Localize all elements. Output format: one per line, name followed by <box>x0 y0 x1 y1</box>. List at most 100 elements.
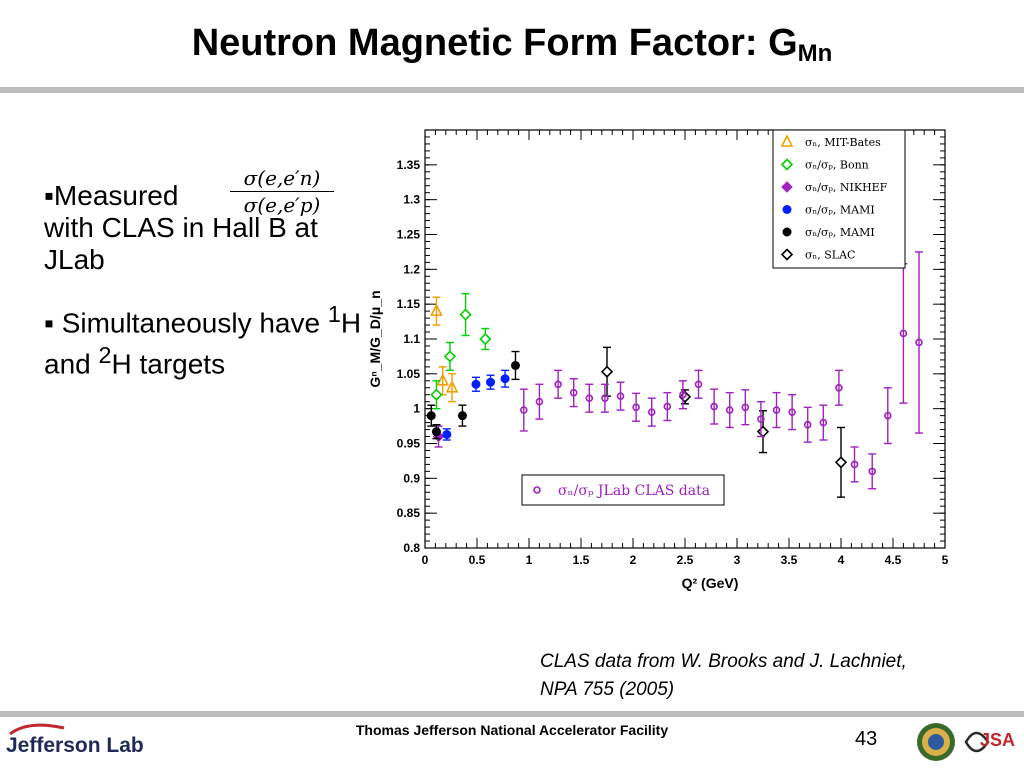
clas-legend-box <box>521 474 725 506</box>
data-point <box>442 429 452 439</box>
data-point <box>445 379 459 393</box>
x-axis-label: Q² (GeV) <box>682 575 739 591</box>
legend-marker <box>781 181 793 193</box>
bullet-measured: ▪Measured with CLAS in Hall B at JLab <box>44 180 318 275</box>
cross-section-ratio: σ(e,e′n) σ(e,e′p) <box>230 166 334 217</box>
data-point <box>834 456 848 469</box>
slide-title: Neutron Magnetic Form Factor: GMn <box>191 22 833 67</box>
data-point <box>430 388 443 401</box>
data-point <box>725 406 734 414</box>
data-point <box>426 411 436 421</box>
data-point <box>585 394 594 403</box>
legend-entry: σₙ/σₚ, Bonn <box>805 159 869 172</box>
data-point <box>471 379 481 389</box>
doe-seal-icon <box>917 723 955 761</box>
data-point <box>436 373 449 386</box>
gmn-chart: 0 0.5 1 1.5 2 2.5 3 3.5 4 4.5 5 0.8 0.85 0.9 0.95 1 1.05… <box>367 129 949 591</box>
x-tick-label: 1.5 <box>573 553 590 567</box>
x-tick-label: 4.5 <box>885 553 902 567</box>
data-point <box>479 332 492 346</box>
footer-text: Thomas Jefferson National Accelerator Fa… <box>355 722 669 738</box>
legend-marker <box>780 134 794 147</box>
data-point <box>500 374 510 384</box>
legend-entry: σₙ, SLAC <box>805 249 855 262</box>
jsa-logo: JSA <box>964 730 1015 753</box>
data-point <box>757 415 765 423</box>
legend-box <box>772 129 906 269</box>
data-point <box>868 467 877 476</box>
legend-marker <box>782 227 792 237</box>
data-point <box>647 408 656 416</box>
data-point <box>741 403 750 412</box>
data-point <box>710 402 718 411</box>
data-point <box>486 377 496 387</box>
y-tick-label: 1.35 <box>397 158 421 172</box>
data-point <box>803 420 812 429</box>
data-point <box>694 380 703 389</box>
data-point <box>459 308 472 321</box>
x-tick-label: 5 <box>942 553 949 567</box>
bottom-divider <box>0 711 1024 717</box>
data-point <box>679 390 687 399</box>
x-tick-label: 2 <box>630 553 637 567</box>
x-tick-label: 3 <box>734 553 741 567</box>
ratio-numerator: σ(e,e′n) <box>230 166 334 192</box>
legend-marker <box>780 158 794 171</box>
data-point <box>457 411 467 421</box>
jefferson-lab-logo: Jefferson Lab <box>6 734 144 757</box>
legend-entry: σₙ/σₚ, MAMI <box>805 204 875 217</box>
data-point <box>915 338 923 347</box>
x-tick-label: 0.5 <box>469 553 486 567</box>
title-subscript: Mn <box>797 40 833 67</box>
legend-entry: σₙ/σₚ, MAMI <box>805 226 875 239</box>
data-point <box>601 394 609 403</box>
y-tick-label: 1.2 <box>403 262 420 276</box>
data-point <box>899 329 908 338</box>
data-point <box>835 383 843 392</box>
x-tick-label: 4 <box>838 553 845 567</box>
bullet-list: ▪Measured with CLAS in Hall B at JLab ▪ S… <box>44 180 364 403</box>
data-point <box>663 402 672 411</box>
svg-text:JSA: JSA <box>980 730 1015 750</box>
data-point <box>819 418 828 427</box>
data-point <box>510 360 520 370</box>
data-point <box>431 427 441 437</box>
x-tick-label: 1 <box>526 553 533 567</box>
data-point <box>600 365 614 378</box>
data-point <box>756 425 770 438</box>
data-point <box>430 303 443 316</box>
jlab-swoosh-icon <box>9 723 65 736</box>
clas-legend-entry: σₙ/σₚ JLab CLAS data <box>558 483 710 499</box>
y-tick-label: 1.15 <box>397 297 421 311</box>
y-tick-label: 0.95 <box>397 437 421 451</box>
x-tick-label: 0 <box>422 553 429 567</box>
x-tick-label: 3.5 <box>781 553 798 567</box>
y-tick-label: 0.8 <box>403 541 420 555</box>
data-point <box>850 460 859 469</box>
y-tick-label: 1.25 <box>397 228 421 242</box>
y-tick-label: 0.85 <box>397 506 421 520</box>
data-point <box>443 350 457 363</box>
citation: CLAS data from W. Brooks and J. Lachniet… <box>540 651 907 700</box>
legend-marker <box>782 205 792 214</box>
data-point <box>554 380 562 389</box>
data-point <box>535 397 544 406</box>
data-point <box>632 403 640 412</box>
y-tick-label: 1 <box>413 402 420 416</box>
bullet-simultaneous: ▪ Simultaneously have 1H and 2H targets <box>44 301 362 380</box>
y-tick-label: 1.05 <box>397 367 421 381</box>
y-tick-label: 0.9 <box>403 471 420 485</box>
y-tick-label: 1.1 <box>403 332 420 346</box>
ratio-denominator: σ(e,e′p) <box>243 193 321 217</box>
y-axis-label: Gⁿ_M/G_D/μ_n <box>367 290 383 387</box>
legend-entry: σₙ/σₚ, NIKHEF <box>805 181 888 194</box>
x-tick-label: 2.5 <box>677 553 694 567</box>
legend-marker <box>780 248 794 261</box>
data-point <box>772 406 781 414</box>
top-divider <box>0 87 1024 93</box>
clas-legend-marker <box>533 486 541 494</box>
data-point <box>569 388 578 397</box>
legend-entry: σₙ, MIT-Bates <box>805 136 881 149</box>
page-number: 43 <box>855 728 878 750</box>
data-point <box>520 406 528 414</box>
